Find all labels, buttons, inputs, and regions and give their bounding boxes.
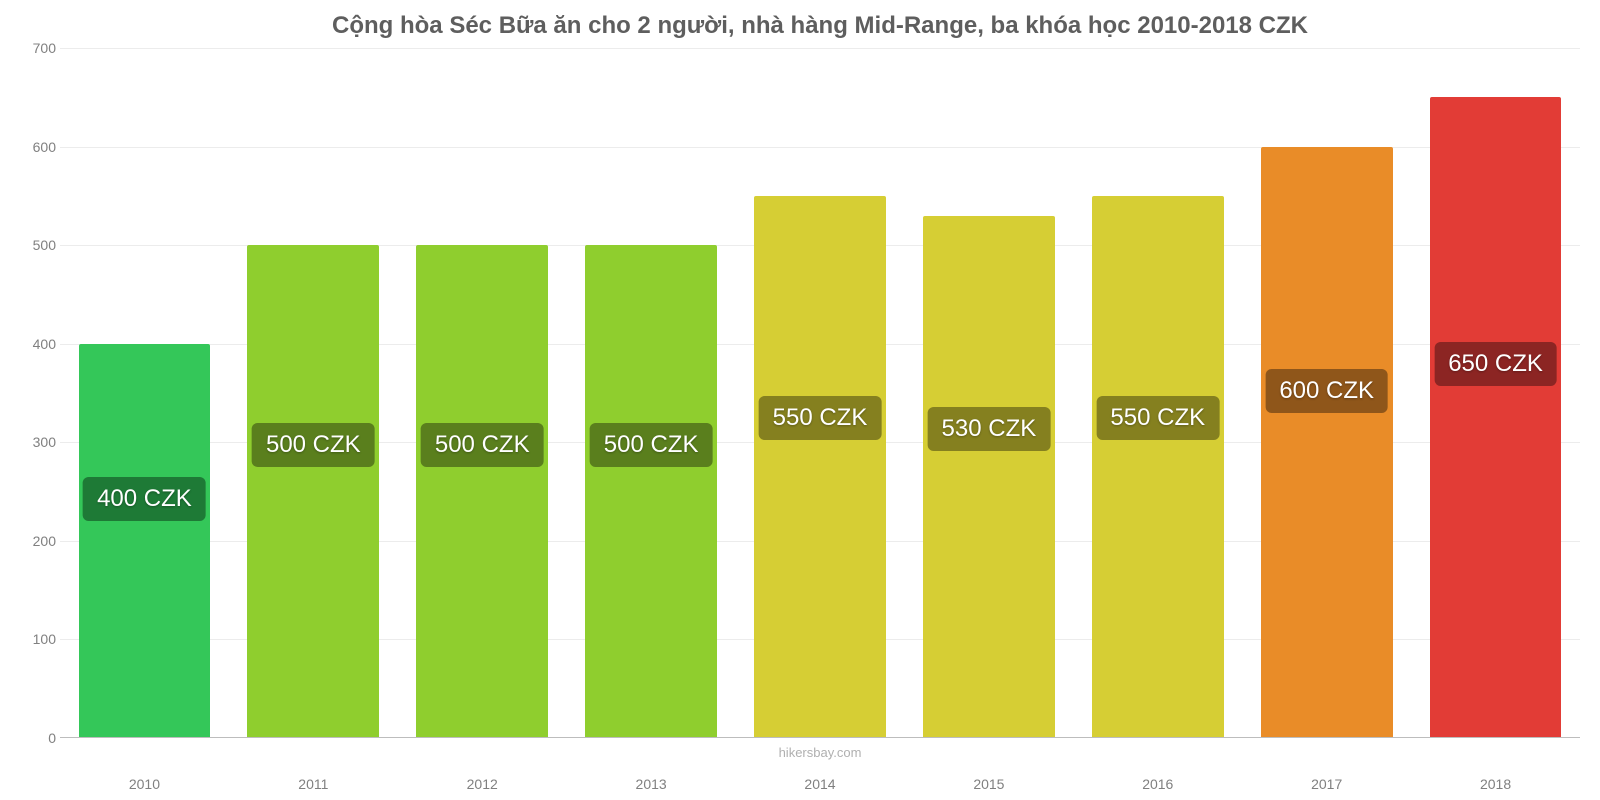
- bar-slot: 550 CZK: [736, 48, 905, 738]
- value-badge: 500 CZK: [421, 423, 544, 467]
- x-tick-label: 2015: [904, 776, 1073, 792]
- x-tick-label: 2013: [567, 776, 736, 792]
- source-label: hikersbay.com: [60, 745, 1580, 760]
- x-axis-ticks: 201020112012201320142015201620172018: [60, 776, 1580, 792]
- value-badge: 650 CZK: [1434, 342, 1557, 386]
- x-tick-label: 2010: [60, 776, 229, 792]
- plot-area: 0100200300400500600700 400 CZK500 CZK500…: [60, 48, 1580, 738]
- value-badge: 500 CZK: [590, 423, 713, 467]
- value-badge: 550 CZK: [1096, 396, 1219, 440]
- value-badge: 530 CZK: [928, 407, 1051, 451]
- y-tick-label: 200: [16, 533, 56, 549]
- x-tick-label: 2018: [1411, 776, 1580, 792]
- bar: [1430, 97, 1562, 738]
- y-tick-label: 400: [16, 336, 56, 352]
- bar: [1092, 196, 1224, 738]
- bars-row: 400 CZK 500 CZK 500 CZK 500 CZK 550 CZK 530 C…: [60, 48, 1580, 738]
- bar: [416, 245, 548, 738]
- bar-slot: 500 CZK: [398, 48, 567, 738]
- bar-slot: 530 CZK: [904, 48, 1073, 738]
- x-tick-label: 2017: [1242, 776, 1411, 792]
- x-tick-label: 2011: [229, 776, 398, 792]
- x-tick-label: 2014: [736, 776, 905, 792]
- chart-container: Cộng hòa Séc Bữa ăn cho 2 người, nhà hàn…: [0, 0, 1600, 800]
- y-tick-label: 500: [16, 237, 56, 253]
- bar-slot: 650 CZK: [1411, 48, 1580, 738]
- x-tick-label: 2012: [398, 776, 567, 792]
- bar: [247, 245, 379, 738]
- y-tick-label: 600: [16, 139, 56, 155]
- bar: [79, 344, 211, 738]
- bar: [585, 245, 717, 738]
- y-tick-label: 0: [16, 730, 56, 746]
- value-badge: 600 CZK: [1265, 369, 1388, 413]
- bar-slot: 550 CZK: [1073, 48, 1242, 738]
- bar-slot: 500 CZK: [229, 48, 398, 738]
- bar: [1261, 147, 1393, 738]
- value-badge: 550 CZK: [759, 396, 882, 440]
- y-tick-label: 100: [16, 631, 56, 647]
- bar-slot: 600 CZK: [1242, 48, 1411, 738]
- bar: [754, 196, 886, 738]
- y-tick-label: 300: [16, 434, 56, 450]
- x-axis-baseline: [60, 737, 1580, 738]
- value-badge: 400 CZK: [83, 477, 206, 521]
- chart-title: Cộng hòa Séc Bữa ăn cho 2 người, nhà hàn…: [60, 12, 1580, 40]
- bar-slot: 500 CZK: [567, 48, 736, 738]
- value-badge: 500 CZK: [252, 423, 375, 467]
- bar-slot: 400 CZK: [60, 48, 229, 738]
- bar: [923, 216, 1055, 738]
- x-tick-label: 2016: [1073, 776, 1242, 792]
- y-tick-label: 700: [16, 40, 56, 56]
